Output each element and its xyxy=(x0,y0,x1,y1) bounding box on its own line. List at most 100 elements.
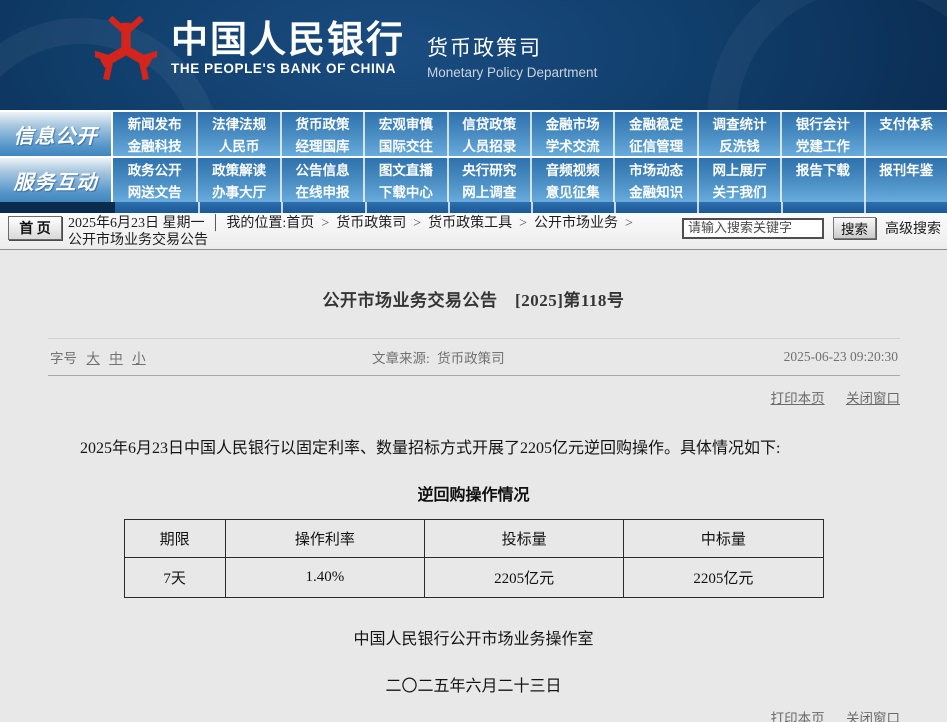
table-cell: 1.40% xyxy=(224,557,426,598)
search-button[interactable]: 搜索 xyxy=(833,217,876,239)
nav-item[interactable]: 货币政策 xyxy=(279,112,363,134)
table-header-cell: 期限 xyxy=(123,519,226,558)
search-input[interactable] xyxy=(682,217,824,239)
nav-item[interactable]: 宏观审慎 xyxy=(363,112,446,134)
bank-name-cn: 中国人民银行 xyxy=(171,20,405,61)
source-value: 货币政策司 xyxy=(437,351,505,366)
nav-item[interactable]: 法律法规 xyxy=(196,112,279,134)
main-nav: 信息公开 新闻发布 法律法规 货币政策 宏观审慎 信贷政策 金融市场 金融稳定 … xyxy=(0,110,947,213)
article: 公开市场业务交易公告 [2025]第118号 字号 大 中 小 文章来源: 货币… xyxy=(0,286,947,722)
bank-name-en: THE PEOPLE'S BANK OF CHINA xyxy=(171,61,397,76)
department-name-en: Monetary Policy Department xyxy=(427,65,598,80)
nav-item[interactable]: 办事大厅 xyxy=(196,180,279,202)
article-meta: 字号 大 中 小 文章来源: 货币政策司 2025-06-23 09:20:30 xyxy=(48,338,900,376)
publish-timestamp: 2025-06-23 09:20:30 xyxy=(783,349,898,364)
search-group: 搜索 高级搜索 xyxy=(682,217,941,239)
nav-item[interactable]: 图文直播 xyxy=(363,158,446,180)
nav-item[interactable]: 人民币 xyxy=(196,134,279,156)
table-header-cell: 操作利率 xyxy=(224,519,426,558)
print-link[interactable]: 打印本页 xyxy=(770,391,825,406)
nav-item[interactable]: 关于我们 xyxy=(696,180,780,202)
nav-item[interactable]: 政务公开 xyxy=(127,163,182,178)
font-size-large[interactable]: 大 xyxy=(86,351,100,366)
nav-item[interactable]: 报告下载 xyxy=(780,158,863,180)
close-link[interactable]: 关闭窗口 xyxy=(846,391,900,406)
article-title: 公开市场业务交易公告 [2025]第118号 xyxy=(322,291,625,310)
nav-item[interactable]: 调查统计 xyxy=(696,112,780,134)
nav-item[interactable]: 银行会计 xyxy=(780,112,863,134)
table-title: 逆回购操作情况 xyxy=(417,487,530,504)
table-header-cell: 投标量 xyxy=(423,519,625,558)
nav-item-empty xyxy=(863,180,947,202)
nav-item[interactable]: 金融稳定 xyxy=(613,112,696,134)
nav-item[interactable]: 反洗钱 xyxy=(696,134,780,156)
nav-item[interactable]: 金融科技 xyxy=(127,139,182,154)
department-name-cn: 货币政策司 xyxy=(427,37,542,60)
nav-section-services: 服务互动 政务公开 政策解读 公告信息 图文直播 央行研究 音频视频 市场动态 … xyxy=(0,158,947,202)
table-header-row: 期限 操作利率 投标量 中标量 xyxy=(123,519,824,558)
nav-item[interactable]: 网上调查 xyxy=(446,180,530,202)
nav-item[interactable]: 公告信息 xyxy=(279,158,363,180)
font-size-label: 字号 xyxy=(50,351,77,366)
nav-item[interactable]: 党建工作 xyxy=(780,134,863,156)
bank-branding: 中国人民银行 THE PEOPLE'S BANK OF CHINA xyxy=(171,20,405,77)
nav-item[interactable]: 信贷政策 xyxy=(446,112,530,134)
breadcrumb-link[interactable]: 公开市场业务 xyxy=(534,216,619,231)
close-link[interactable]: 关闭窗口 xyxy=(846,711,900,722)
table-cell: 2205亿元 xyxy=(423,557,625,598)
print-close-row-bottom: 打印本页 关闭窗口 xyxy=(0,707,900,722)
breadcrumb: 2025年6月23日 星期一 │ 我的位置:首页 > 货币政策司 > 货币政策工具 > 公开市场… xyxy=(68,215,653,249)
nav-item[interactable]: 下载中心 xyxy=(363,180,446,202)
nav-item[interactable]: 征信管理 xyxy=(613,134,696,156)
print-link[interactable]: 打印本页 xyxy=(770,711,825,722)
nav-item-empty xyxy=(863,134,947,156)
font-size-small[interactable]: 小 xyxy=(132,351,146,366)
nav-item-empty xyxy=(780,180,863,202)
print-close-row-top: 打印本页 关闭窗口 xyxy=(0,387,900,407)
nav-item[interactable]: 市场动态 xyxy=(613,158,696,180)
breadcrumb-link[interactable]: 公开市场业务交易公告 xyxy=(68,233,208,248)
signature: 中国人民银行公开市场业务操作室 xyxy=(353,631,594,648)
nav-item[interactable]: 网送文告 xyxy=(127,185,182,200)
nav-bottom-strip xyxy=(0,202,947,213)
table-cell: 7天 xyxy=(123,557,226,598)
table-row: 7天 1.40% 2205亿元 2205亿元 xyxy=(123,557,824,598)
site-header: 中国人民银行 THE PEOPLE'S BANK OF CHINA 货币政策司 … xyxy=(0,0,947,110)
home-button[interactable]: 首 页 xyxy=(8,216,62,240)
nav-item[interactable]: 经理国库 xyxy=(279,134,363,156)
nav-item[interactable]: 音频视频 xyxy=(530,158,613,180)
nav-section-label-info-disclosure[interactable]: 信息公开 xyxy=(0,112,113,156)
breadcrumb-link[interactable]: 货币政策工具 xyxy=(428,216,513,231)
nav-item[interactable]: 金融知识 xyxy=(613,180,696,202)
breadcrumb-link[interactable]: 货币政策司 xyxy=(336,216,407,231)
pboc-logo-icon xyxy=(95,16,157,81)
advanced-search-link[interactable]: 高级搜索 xyxy=(885,222,941,237)
nav-item[interactable]: 国际交往 xyxy=(363,134,446,156)
nav-item[interactable]: 在线申报 xyxy=(279,180,363,202)
nav-section-info-disclosure: 信息公开 新闻发布 法律法规 货币政策 宏观审慎 信贷政策 金融市场 金融稳定 … xyxy=(0,112,947,156)
nav-item[interactable]: 意见征集 xyxy=(530,180,613,202)
article-body: 2025年6月23日中国人民银行以固定利率、数量招标方式开展了2205亿元逆回购… xyxy=(80,440,781,457)
nav-item[interactable]: 网上展厅 xyxy=(696,158,780,180)
nav-item[interactable]: 人员招录 xyxy=(446,134,530,156)
breadcrumb-separator: > xyxy=(519,216,528,231)
table-header-cell: 中标量 xyxy=(623,519,824,558)
department-branding: 货币政策司 Monetary Policy Department xyxy=(427,18,597,80)
breadcrumb-bar: 首 页 2025年6月23日 星期一 │ 我的位置:首页 > 货币政策司 > 货币政策工具 >… xyxy=(0,213,947,250)
nav-item[interactable]: 央行研究 xyxy=(446,158,530,180)
nav-item[interactable]: 学术交流 xyxy=(530,134,613,156)
breadcrumb-separator: > xyxy=(413,216,422,231)
nav-item[interactable]: 政策解读 xyxy=(196,158,279,180)
source-label: 文章来源: xyxy=(372,351,430,366)
operation-table: 期限 操作利率 投标量 中标量 7天 1.40% 2205亿元 2205亿元 xyxy=(123,519,824,598)
breadcrumb-separator: > xyxy=(321,216,330,231)
font-size-medium[interactable]: 中 xyxy=(109,351,123,366)
nav-item[interactable]: 新闻发布 xyxy=(127,117,182,132)
breadcrumb-separator: > xyxy=(625,216,633,231)
nav-section-label-services[interactable]: 服务互动 xyxy=(0,158,113,202)
nav-item[interactable]: 报刊年鉴 xyxy=(863,158,947,180)
nav-item[interactable]: 金融市场 xyxy=(530,112,613,134)
nav-item[interactable]: 支付体系 xyxy=(863,112,947,134)
signature-date: 二〇二五年六月二十三日 xyxy=(385,678,562,695)
